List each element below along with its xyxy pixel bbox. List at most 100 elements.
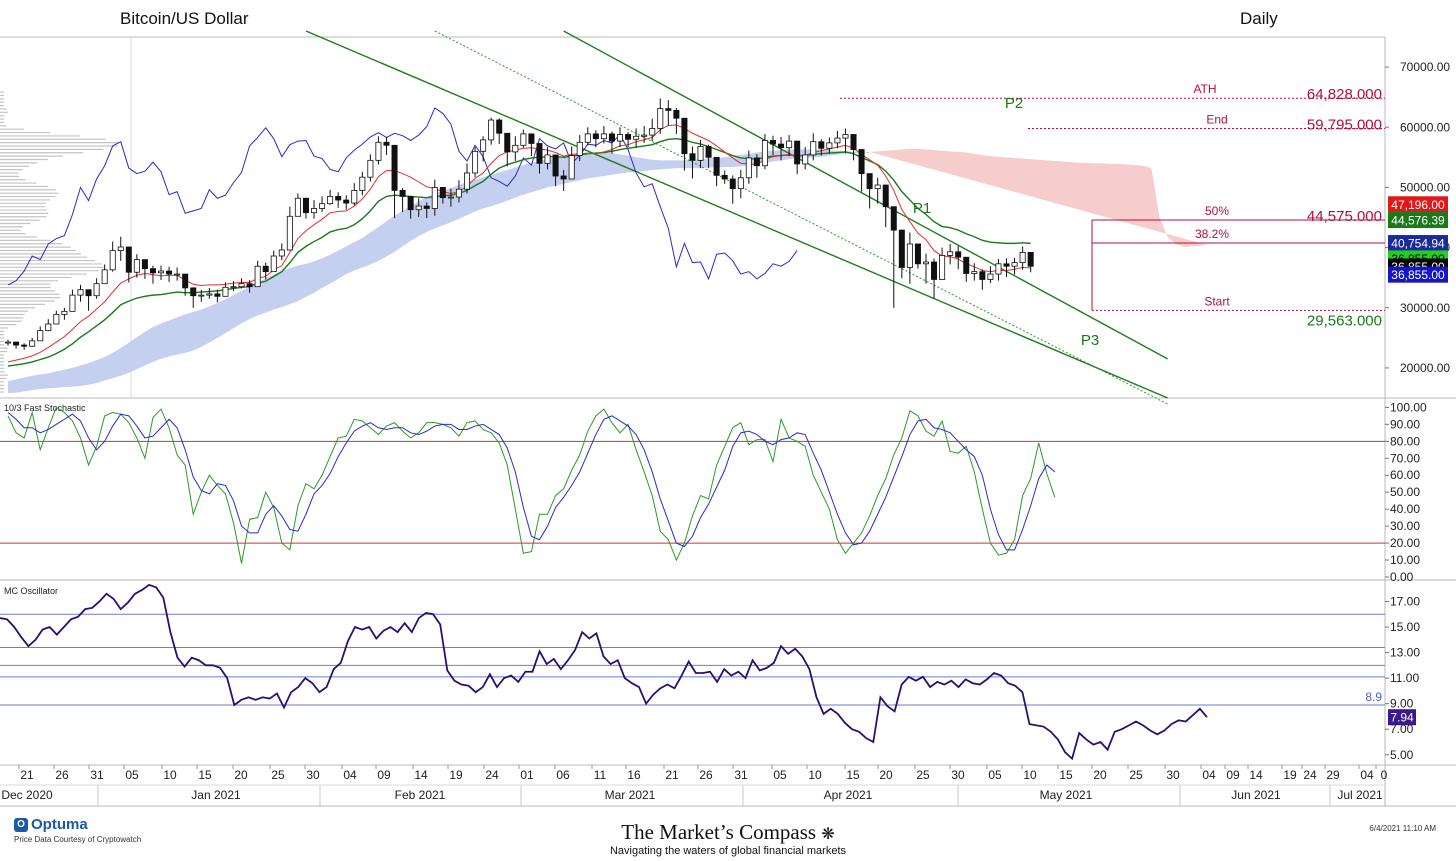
x-axis: 21 26 31 05 10 15 20 25 30 04 09 14 19 24 01 06 11 16 21 26…: [0, 765, 1388, 806]
optuma-branding: O Optuma Price Data Courtesy of Cryptowa…: [14, 816, 141, 844]
y-tick-label: 9.00: [1390, 697, 1414, 711]
candle-body: [399, 190, 406, 197]
y-tick-label: 60.00: [1390, 468, 1420, 482]
candle-body: [963, 256, 970, 274]
y-tick-label: 50000.00: [1400, 180, 1450, 194]
mc-title: MC Oscillator: [4, 586, 58, 596]
candle-body: [761, 140, 768, 167]
candle-body: [391, 144, 398, 191]
x-tick-label: 11: [594, 768, 607, 782]
candle-body: [995, 263, 1002, 275]
fib-level-value: 44,575.000: [1307, 208, 1382, 225]
x-tick-label: 10: [1023, 768, 1037, 782]
candle-body: [254, 265, 261, 288]
x-tick-label: 25: [271, 768, 285, 782]
x-tick-label: 15: [1059, 768, 1073, 782]
candle-body: [842, 134, 849, 139]
candle-body: [592, 133, 599, 140]
candle-body: [906, 243, 913, 268]
candle-body: [617, 134, 624, 142]
y-tick-label: 70.00: [1390, 451, 1420, 465]
candle-body: [560, 175, 567, 180]
pivot-label: P2: [1005, 95, 1023, 112]
candle-body: [890, 206, 897, 231]
y-tick-label: 15.00: [1390, 620, 1420, 634]
candle-body: [375, 141, 382, 161]
channel-lower-line: [305, 30, 1168, 399]
candle-body: [198, 294, 205, 297]
stochastic-panel: 10/3 Fast Stochastic 100.00 90.00 80.00 70.0…: [0, 400, 1427, 584]
fib-level-label: Start: [1204, 294, 1230, 308]
y-tick-label: 13.00: [1390, 646, 1420, 660]
candle-body: [262, 265, 269, 273]
x-tick-label: 21: [20, 768, 34, 782]
x-tick-label: 06: [556, 768, 570, 782]
candle-body: [174, 273, 181, 276]
candle-body: [415, 205, 422, 211]
x-tick-label: 14: [414, 768, 428, 782]
candle-body: [882, 184, 889, 208]
candle-body: [61, 310, 68, 315]
y-tick-label: 5.00: [1390, 748, 1414, 762]
ichimoku-cloud-bearish: [869, 148, 1208, 247]
candle-body: [858, 149, 865, 174]
x-tick-label: 26: [699, 768, 713, 782]
candle-body: [657, 108, 664, 129]
candles: [5, 98, 1034, 350]
x-tick-label: 26: [55, 768, 69, 782]
candle-body: [423, 205, 430, 209]
candle-body: [447, 196, 454, 199]
candle-body: [914, 243, 921, 265]
x-tick-label: 04: [1202, 768, 1216, 782]
candle-body: [681, 117, 688, 155]
candle-body: [697, 146, 704, 161]
brand-title-text: The Market’s Compass: [621, 820, 817, 844]
candle-body: [818, 141, 825, 149]
candle-body: [1011, 262, 1018, 267]
candle-body: [455, 188, 462, 198]
price-badge: [1388, 266, 1448, 283]
x-tick-label: 25: [1129, 768, 1143, 782]
price-badge-text: 40,754.94: [1391, 237, 1445, 251]
x-tick-label: 19: [449, 768, 463, 782]
candle-body: [214, 293, 221, 297]
x-tick-label: 16: [627, 768, 641, 782]
y-tick-label: 80.00: [1390, 434, 1420, 448]
candle-body: [544, 154, 551, 164]
candle-body: [69, 294, 76, 312]
candle-body: [286, 215, 293, 251]
optuma-logo-text: Optuma: [31, 816, 88, 833]
x-tick-label: 15: [846, 768, 860, 782]
fib-level-label: 38.2%: [1195, 227, 1229, 241]
price-panel: ATH 64,828.000 End 59,795.000 50% 44,575.000 3…: [0, 30, 1450, 405]
x-tick-label: 20: [234, 768, 248, 782]
y-tick-label: 30000.00: [1400, 301, 1450, 315]
y-tick-label: 40.00: [1390, 502, 1420, 516]
x-tick-label: 19: [1283, 768, 1297, 782]
candle-body: [182, 273, 189, 289]
candle-body: [93, 283, 100, 297]
candle-body: [496, 119, 503, 134]
candle-body: [21, 344, 28, 347]
mc-current-badge-text: 7.94: [1390, 711, 1414, 725]
candle-body: [955, 251, 962, 258]
stochastic-k-line: [7, 406, 1056, 564]
candle-body: [343, 199, 350, 204]
month-label: Apr 2021: [824, 788, 873, 802]
mc-current-badge: [1388, 709, 1416, 726]
x-tick-label: 04: [343, 768, 357, 782]
candle-body: [850, 134, 857, 150]
x-tick-label: 31: [90, 768, 104, 782]
compass-rose-icon: ❋: [821, 826, 835, 843]
candle-body: [359, 176, 366, 191]
candle-body: [939, 255, 946, 280]
candle-body: [222, 286, 229, 297]
x-tick-label: 05: [988, 768, 1002, 782]
stochastic-d-line: [7, 412, 1056, 551]
candle-body: [53, 313, 60, 325]
candle-body: [190, 287, 197, 297]
channel-upper-line: [563, 30, 1168, 360]
candle-body: [77, 289, 84, 296]
candle-body: [166, 270, 173, 275]
candle-body: [45, 323, 52, 332]
